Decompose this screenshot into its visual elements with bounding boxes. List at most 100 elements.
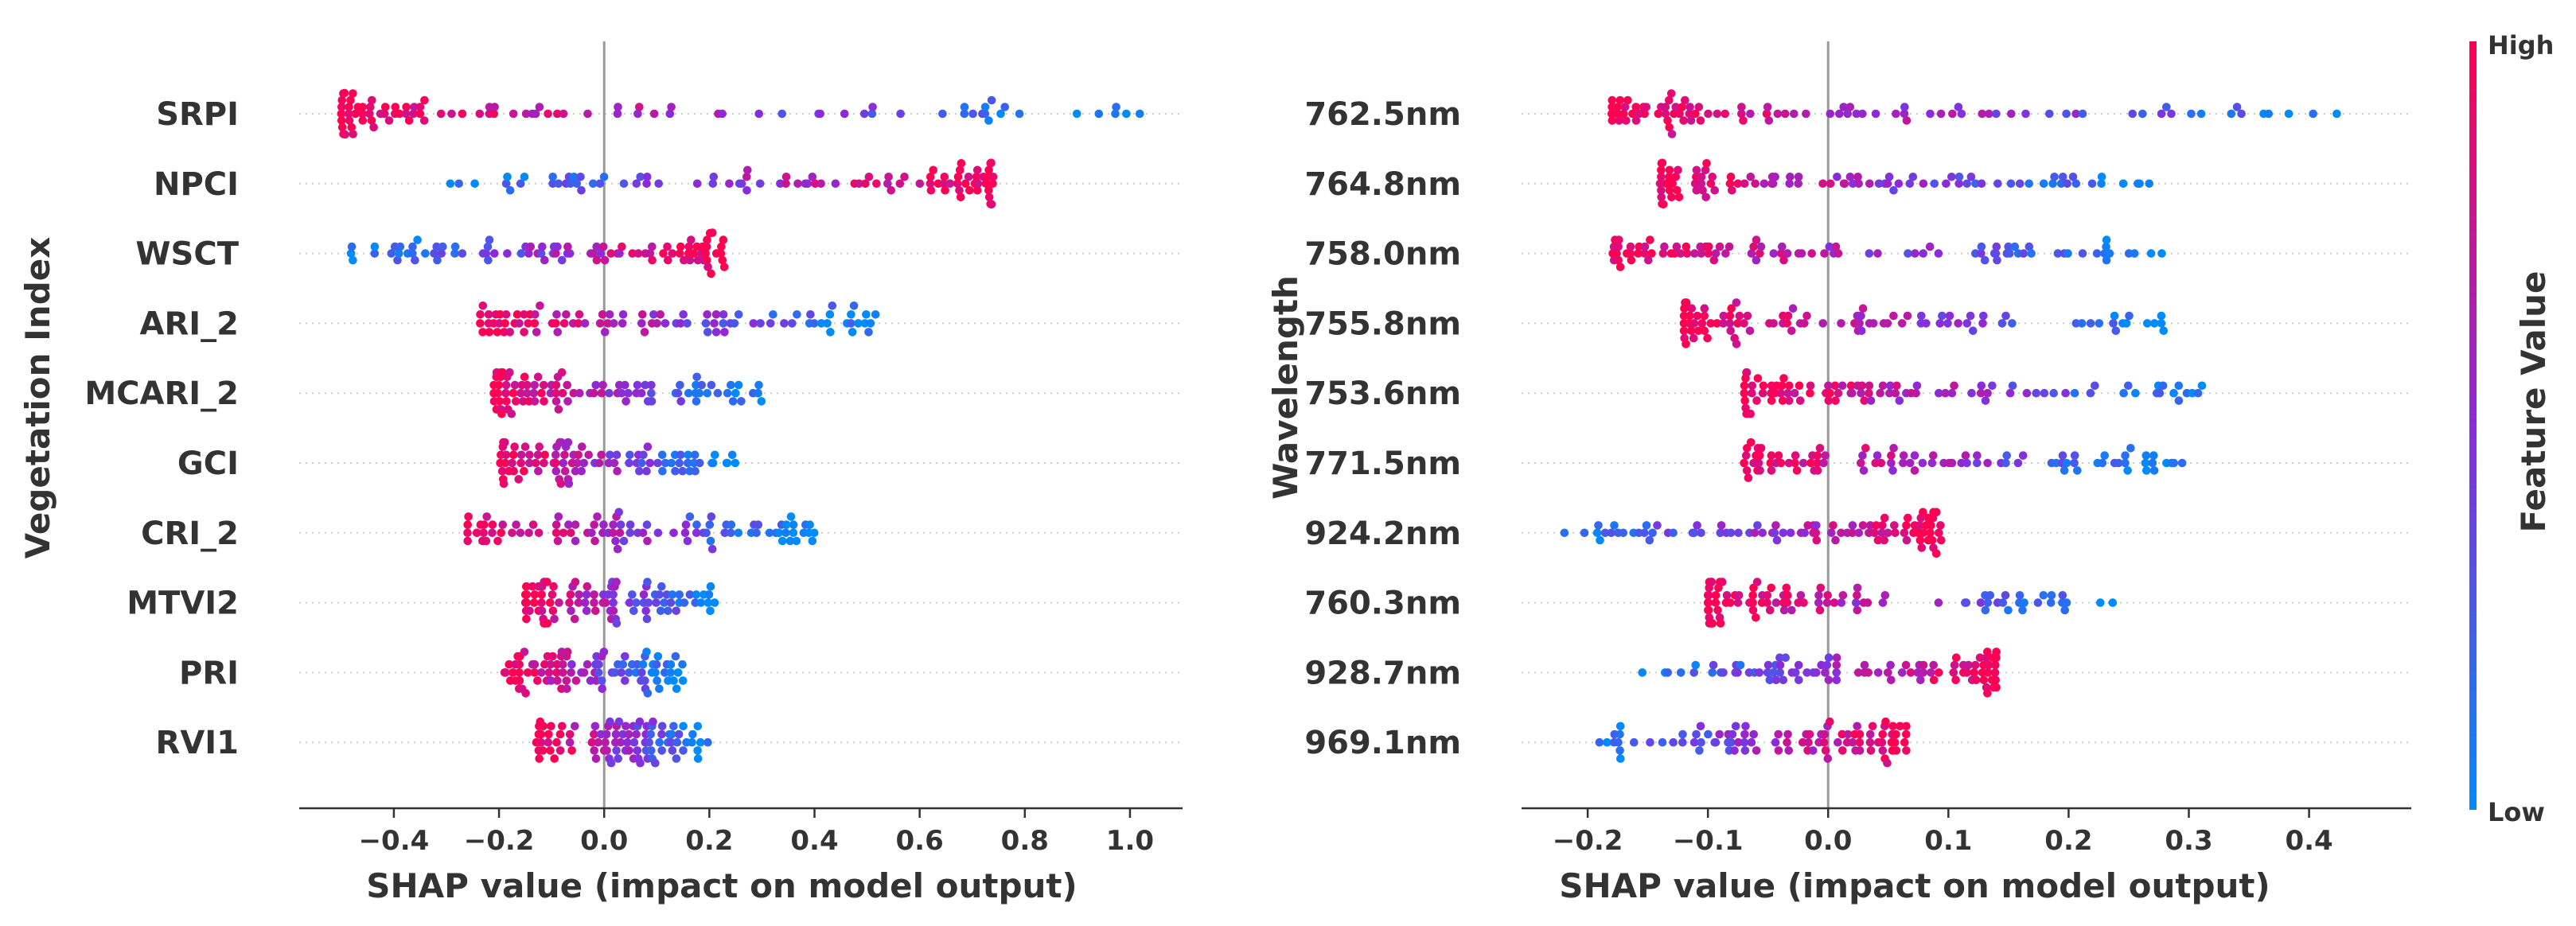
shap-dot [661, 458, 670, 468]
shap-dot [1717, 578, 1727, 586]
shap-dot [494, 380, 503, 390]
shap-dot [611, 536, 620, 546]
shap-dot [565, 598, 574, 607]
shap-dot [706, 536, 715, 546]
shap-dot [938, 109, 947, 119]
shap-dot [1977, 249, 1986, 258]
x-tick-label: 0.6 [896, 825, 944, 857]
shap-dot [1954, 319, 1962, 328]
shap-dot [574, 598, 583, 607]
shap-dot [497, 409, 506, 418]
shap-dot [711, 450, 719, 460]
shap-dot [520, 466, 528, 476]
left-y-axis-title: Vegetation Index [18, 237, 57, 559]
shap-dot [496, 310, 505, 319]
shap-dot [2063, 179, 2071, 189]
shap-dot [404, 116, 414, 125]
shap-dot [2102, 242, 2110, 251]
shap-dot [605, 310, 614, 319]
shap-dot [1839, 103, 1848, 111]
shap-dot [1771, 675, 1781, 685]
feature-label: NPCI [154, 166, 239, 203]
shap-dot [1613, 109, 1622, 119]
shap-dot [1666, 89, 1676, 98]
shap-dot [1824, 675, 1834, 685]
shap-dot [533, 450, 543, 460]
shap-dot [1971, 179, 1980, 189]
shap-dot [1779, 675, 1788, 685]
shap-dot [1776, 388, 1785, 398]
left-beeswarm-panel: SRPINPCIWSCTARI_2MCARI_2GCICRI_2MTVI2PRI… [18, 41, 1183, 905]
shap-dot [1894, 179, 1904, 189]
shap-dot [684, 458, 692, 468]
shap-dot [690, 450, 700, 460]
shap-dot [1560, 528, 1569, 538]
shap-dot [557, 255, 567, 265]
shap-dot [565, 737, 575, 747]
shap-dot [1988, 381, 1997, 391]
shap-dot [597, 450, 606, 460]
shap-dot [480, 520, 489, 529]
shap-dot [1816, 583, 1826, 593]
shap-dot [1783, 591, 1792, 600]
shap-dot [1728, 186, 1736, 195]
shap-dot [603, 319, 613, 328]
shap-dot [825, 310, 835, 319]
shap-dot [872, 179, 881, 189]
shap-dot [1713, 319, 1721, 328]
shap-dot [367, 116, 376, 125]
shap-dot [1899, 458, 1908, 468]
shap-dot [571, 466, 580, 476]
shap-dot [1770, 388, 1779, 398]
shap-dot [1901, 660, 1911, 670]
shap-dot [580, 319, 590, 328]
shap-dot [549, 582, 558, 591]
shap-dot [996, 109, 1005, 119]
shap-dot [2005, 388, 2015, 398]
shap-dot [1853, 722, 1861, 731]
shap-dot [984, 116, 993, 125]
shap-dot [2039, 179, 2048, 189]
shap-dot [2091, 381, 2099, 391]
shap-dot [567, 659, 576, 669]
shap-dot [1763, 103, 1772, 111]
shap-dot [1697, 319, 1707, 328]
shap-dot [2086, 388, 2095, 398]
shap-dot [1929, 451, 1938, 460]
shap-dot [668, 249, 677, 258]
shap-dot [558, 722, 567, 731]
shap-dot [552, 668, 561, 677]
shap-dot [614, 103, 622, 111]
shap-dot [635, 103, 644, 111]
shap-dot [683, 536, 692, 546]
shap-dot [887, 186, 895, 195]
shap-dot [1764, 116, 1774, 125]
shap-dot [643, 442, 653, 451]
shap-dot [1992, 653, 2001, 662]
shap-dot [536, 249, 546, 258]
shap-dot [479, 528, 488, 538]
shap-dot [615, 528, 625, 538]
shap-dot [743, 165, 752, 175]
shap-dot [2118, 179, 2128, 189]
shap-dot [696, 598, 706, 607]
shap-dot [1015, 109, 1024, 119]
shap-dot [540, 397, 548, 406]
shap-dot [703, 310, 711, 319]
shap-dot [1715, 730, 1724, 739]
shap-dot [2188, 388, 2197, 398]
shap-dot [2010, 242, 2020, 251]
shap-dot [1947, 388, 1957, 398]
shap-dot [789, 528, 798, 538]
shap-dot [1991, 660, 2000, 670]
shap-dot [2169, 458, 2178, 468]
shap-dot [1610, 521, 1619, 530]
shap-dot [369, 123, 378, 132]
shap-dot [2005, 249, 2014, 258]
shap-dot [719, 319, 728, 328]
shap-dot [1608, 95, 1617, 105]
shap-dot [671, 466, 680, 476]
shap-dot [1880, 513, 1889, 523]
shap-dot [2197, 381, 2207, 391]
shap-dot [1832, 653, 1841, 662]
